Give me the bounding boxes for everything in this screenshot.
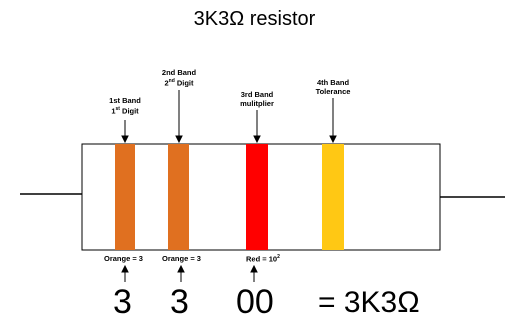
band-1-heading: 1st Band 1st Digit (103, 96, 147, 116)
band-1-heading-line1: 1st Band (109, 96, 141, 105)
digit-1: 3 (113, 283, 132, 321)
band-4-heading-line2: Tolerance (315, 87, 351, 96)
band-3-value: Red = 102 (246, 254, 280, 264)
digit-2: 3 (170, 283, 189, 321)
digit-3: 00 (236, 283, 274, 321)
band-2-heading: 2nd Band 2nd Digit (156, 68, 202, 88)
result-value: = 3K3Ω (318, 286, 420, 319)
band-2 (168, 144, 189, 250)
band-4-heading: 4th Band Tolerance (310, 78, 356, 96)
band-1 (115, 144, 135, 250)
band-2-value: Orange = 3 (162, 254, 201, 263)
band-2-heading-line1: 2nd Band (161, 68, 197, 77)
band-4-heading-line1: 4th Band (316, 78, 350, 87)
band-4 (322, 144, 344, 250)
diagram-title: 3K3Ω resistor (193, 8, 316, 30)
band-3-heading: 3rd Band mulitplier (232, 90, 282, 108)
band-2-heading-line2: 2nd Digit (164, 78, 194, 88)
band-3-heading-line1: 3rd Band (240, 90, 274, 99)
band-1-heading-line2: 1st Digit (111, 106, 139, 116)
band-3 (246, 144, 268, 250)
band-3-heading-line2: mulitplier (240, 99, 274, 108)
band-1-value: Orange = 3 (104, 254, 143, 263)
